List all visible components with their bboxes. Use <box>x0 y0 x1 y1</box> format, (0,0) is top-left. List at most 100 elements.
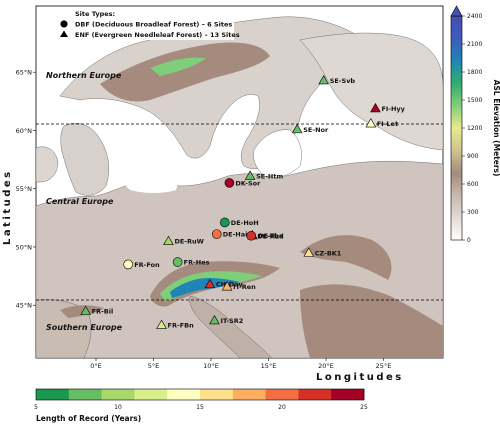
enf-triangle-icon <box>318 74 330 85</box>
site-marker-fi-let[interactable]: FI-Let <box>365 118 398 128</box>
enf-triangle-icon <box>244 170 256 180</box>
map-area: Northern Europe Central Europe Southern … <box>16 5 444 370</box>
site-label: CH-Dav <box>216 281 244 289</box>
enf-triangle-icon <box>365 118 377 128</box>
site-marker-it-sr2[interactable]: IT-SR2 <box>209 314 244 325</box>
landmass-scandinavia-highlands <box>150 57 206 76</box>
lat-tick-label: 50°N <box>16 243 33 251</box>
lat-tick-label: 55°N <box>16 185 33 193</box>
elevation-tick-label: 2400 <box>467 13 482 20</box>
landmass-ireland <box>36 146 59 183</box>
site-label: FR-Hes <box>184 259 210 267</box>
elevation-tick-label: 1200 <box>467 125 482 132</box>
region-label-central: Central Europe <box>46 197 114 206</box>
dbf-circle-icon <box>246 230 257 241</box>
site-label: DE-RuW <box>174 238 203 246</box>
site-type-legend: Site Types: DBF (Deciduous Broadleaf For… <box>38 8 240 40</box>
site-marker-de-hoh[interactable]: DE-HoH <box>220 217 259 228</box>
record-tick-label: 5 <box>34 404 38 411</box>
elevation-colorbar-extend-arrow <box>450 5 463 17</box>
site-marker-it-ren[interactable]: IT-Ren <box>221 281 256 291</box>
site-marker-ch-dav[interactable]: CH-Dav <box>204 278 244 289</box>
region-label-north: Northern Europe <box>46 71 122 80</box>
landmass-italy <box>189 295 273 358</box>
site-marker-se-htm[interactable]: SE-Htm <box>244 170 283 180</box>
record-colorbar-ticks: 5 10 15 20 25 <box>34 404 368 411</box>
site-label: SE-Nor <box>303 126 329 134</box>
dbf-circle-icon <box>172 257 183 267</box>
site-label: DE-HoH <box>231 219 259 227</box>
lon-tick-label: 10°E <box>203 362 219 370</box>
record-tick-label: 20 <box>278 404 286 411</box>
record-color-swatch <box>68 389 102 400</box>
site-marker-fr-fon[interactable]: FR-Fon <box>123 259 160 270</box>
site-marker-se-svb[interactable]: SE-Svb <box>318 74 356 85</box>
lon-tick-label: 5°E <box>148 362 160 370</box>
landmass-scandinavia-mountains <box>100 42 270 102</box>
landmass-balkans <box>300 284 443 358</box>
legend-enf-label: ENF (Evergreen Needleleaf Forest) – 13 S… <box>75 31 240 39</box>
dbf-circle-icon <box>211 229 222 239</box>
site-marker-de-hzd[interactable]: DE-Hzd <box>246 230 284 241</box>
site-label: FR-Fon <box>134 261 160 269</box>
record-color-swatch <box>134 389 168 400</box>
site-marker-fi-hyy[interactable]: FI-Hyy <box>370 102 406 113</box>
dbf-circle-icon <box>123 259 133 270</box>
elevation-tick-label: 1500 <box>467 97 482 104</box>
record-length-colorbar: 5 10 15 20 25 Length of Record (Years) <box>34 388 368 423</box>
site-marker-de-ruw[interactable]: DE-RuW <box>163 235 204 246</box>
enf-triangle-icon <box>204 278 216 289</box>
lon-tick-label: 0°E <box>90 362 102 370</box>
elevation-tick-label: 900 <box>467 153 479 160</box>
site-marker-fr-fbn[interactable]: FR-FBn <box>156 319 194 330</box>
record-tick-label: 25 <box>360 404 368 411</box>
region-label-south: Southern Europe <box>46 323 123 332</box>
elevation-colorbar: 0 300 600 900 1200 1500 1800 2100 2400 ASL Eleva… <box>450 5 500 244</box>
elevation-colorbar-ticks: 0 300 600 900 1200 1500 1800 2100 2400 <box>462 13 482 244</box>
record-color-swatch <box>298 389 332 400</box>
site-label: FR-Bil <box>92 308 114 316</box>
dbf-circle-icon <box>220 217 230 228</box>
site-marker-dk-sor[interactable]: DK-Sor <box>224 178 261 188</box>
lat-tick-label: 65°N <box>16 69 33 77</box>
x-axis-title: Longitudes <box>316 372 404 383</box>
lon-tick-label: 25°E <box>376 362 392 370</box>
landmass-carpathians <box>300 235 392 280</box>
landmass-finland <box>299 32 443 151</box>
site-marker-fr-bil[interactable]: FR-Bil <box>80 305 114 316</box>
record-tick-label: 10 <box>114 404 122 411</box>
record-colorbar-label: Length of Record (Years) <box>36 414 141 423</box>
enf-triangle-icon <box>209 314 220 325</box>
site-marker-se-nor[interactable]: SE-Nor <box>291 123 329 134</box>
landmass-layer <box>36 16 443 358</box>
enf-triangle-icon <box>370 102 381 113</box>
site-label: DK-Sor <box>235 179 261 187</box>
landmass-pyrenees <box>60 305 104 318</box>
enf-triangle-icon <box>163 235 174 246</box>
elevation-colorbar-bar <box>450 15 463 241</box>
record-color-swatch <box>101 389 135 400</box>
enf-triangle-icon <box>291 123 303 134</box>
elevation-tick-label: 300 <box>467 209 479 216</box>
elevation-tick-label: 2100 <box>467 41 482 48</box>
legend-title: Site Types: <box>75 10 115 18</box>
elevation-tick-label: 0 <box>467 237 471 244</box>
elevation-tick-label: 600 <box>467 181 479 188</box>
lat-tick-label: 60°N <box>16 127 33 135</box>
enf-triangle-icon <box>80 305 91 315</box>
legend-enf-triangle-icon <box>60 30 68 37</box>
site-label: CZ-BK1 <box>315 249 342 257</box>
dbf-circle-icon <box>224 178 235 188</box>
legend-dbf-label: DBF (Deciduous Broadleaf Forest) – 6 Sit… <box>75 21 232 29</box>
y-axis-title: Latitudes <box>2 169 13 245</box>
record-color-swatch <box>232 389 266 400</box>
landmass-britain <box>60 123 109 196</box>
elevation-colorbar-label: ASL Elevation (Meters) <box>492 80 500 177</box>
site-marker-fr-hes[interactable]: FR-Hes <box>172 257 210 267</box>
site-marker-de-hai[interactable]: DE-Hai <box>211 229 247 239</box>
record-tick-label: 15 <box>196 404 204 411</box>
site-label: SE-Htm <box>256 172 283 180</box>
site-marker-cz-bk1[interactable]: CZ-BK1 <box>303 247 342 257</box>
record-colorbar-frame <box>35 388 365 401</box>
record-color-swatch <box>36 389 70 400</box>
